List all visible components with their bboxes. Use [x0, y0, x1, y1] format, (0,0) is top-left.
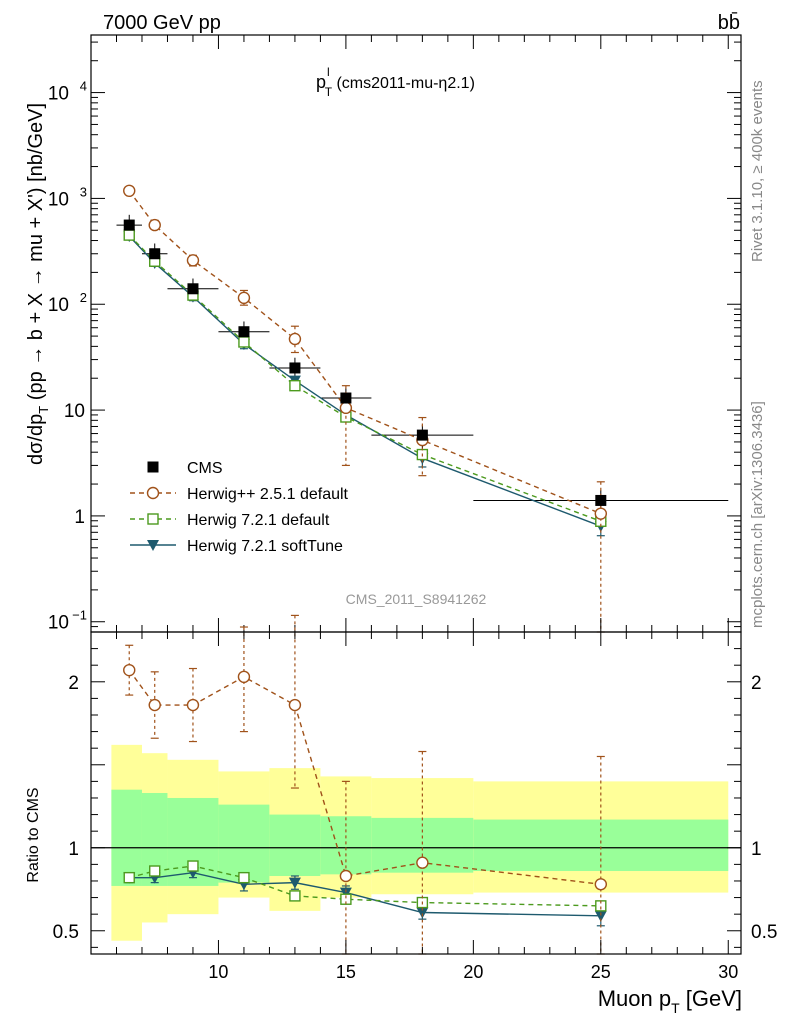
ratio-point-herwig-2-5-1-default-5: [339, 869, 353, 883]
title-sup: l: [327, 65, 330, 79]
ratio-panel: 10 15 20 25 30 0.5 0.5 1 1 2 2: [53, 614, 777, 982]
ratio-point-herwig-7-2-1-default-3: [238, 871, 250, 884]
ratio-line-herwig-7-2-1-default: [129, 865, 601, 907]
main-point-herwig-2-5-1-default-2: [186, 254, 200, 267]
ytick-exp-5: 4: [80, 79, 87, 94]
main-point-herwig-7-2-1-default-0: [123, 229, 135, 241]
ratio-line-herwig-2-5-1-default: [128, 669, 601, 885]
legend-label-1: Herwig++ 2.5.1 default: [187, 486, 349, 503]
main-point-herwig-2-5-1-default-4: [288, 332, 302, 346]
legend-label-3: Herwig 7.2.1 softTune: [187, 538, 343, 555]
legend-marker-2: [147, 513, 159, 525]
cms-point-6: [416, 429, 428, 441]
ratio-frame: [90, 631, 742, 955]
rytick-label-l-2: 2: [68, 673, 79, 694]
xlabel-sub: T: [671, 1000, 680, 1016]
xlabel-unit: [GeV]: [680, 986, 742, 1011]
rytick-label-l-0.5: 0.5: [53, 922, 79, 943]
ratio-point-herwig-2-5-1-default-7: [594, 878, 608, 891]
ytick-exp-4: 3: [80, 184, 87, 199]
main-line-herwig-7-2-1-softtune: [128, 235, 602, 527]
rytick-label-r-2: 2: [751, 673, 762, 694]
ratio-point-herwig-7-2-1-softtune-5: [339, 887, 352, 899]
main-point-herwig-2-5-1-default-3: [237, 291, 251, 305]
legend-label-2: Herwig 7.2.1 default: [187, 512, 330, 529]
band-inner-0: [111, 789, 142, 886]
legend-marker-1: [146, 486, 160, 500]
svg-text:dσ/dpT (pp → b + X → mu + X'): dσ/dpT (pp → b + X → mu + X') [nb/GeV]: [25, 103, 51, 465]
main-title: pl T (cms2011-mu-η2.1): [316, 65, 475, 99]
cms-point-3: [238, 326, 250, 338]
title-rest: (cms2011-mu-η2.1): [332, 75, 475, 92]
ytick-label-2: 10: [64, 401, 85, 422]
band-inner-3: [218, 804, 270, 883]
ratio-line-herwig-7-2-1-softtune: [129, 871, 601, 917]
ytick-label-4: 10: [48, 189, 69, 210]
legend: CMS Herwig++ 2.5.1 default Herwig 7.2.1 de…: [130, 460, 349, 555]
ratio-point-herwig-2-5-1-default-0: [123, 663, 136, 677]
ratio-point-herwig-7-2-1-softtune-7: [594, 910, 607, 922]
cms-point-7: [595, 494, 607, 506]
ylabel-part-a: dσ/dp: [25, 414, 47, 465]
main-point-herwig-2-5-1-default-5: [339, 401, 353, 415]
xtick-label-20: 20: [463, 962, 483, 982]
cms-point-2: [187, 283, 199, 295]
main-line-herwig-2-5-1-default: [128, 190, 602, 515]
ytick-label-3: 10: [48, 295, 69, 316]
ratio-point-herwig-7-2-1-default-4: [289, 890, 301, 902]
title-main: p: [316, 72, 326, 92]
cms-point-0: [123, 219, 135, 231]
main-point-herwig-2-5-1-default-1: [148, 218, 161, 232]
ratio-point-herwig-2-5-1-default-3: [237, 670, 251, 684]
ytick-exp-0: −1: [72, 608, 87, 623]
band-inner-7: [473, 819, 729, 872]
energy-label: 7000 GeV pp: [103, 12, 221, 34]
ratio-ylabel: Ratio to CMS: [25, 787, 42, 882]
xtick-label-10: 10: [208, 962, 228, 982]
xtick-label-30: 30: [718, 962, 738, 982]
watermark: CMS_2011_S8941262: [346, 591, 487, 607]
main-point-herwig-2-5-1-default-7: [594, 507, 608, 520]
rytick-label-l-1: 1: [68, 839, 79, 860]
legend-marker-0: [147, 461, 159, 473]
ratio-point-herwig-2-5-1-default-4: [288, 698, 302, 712]
ytick-label-0: 10: [48, 613, 69, 634]
xlabel-main: Muon p: [598, 986, 671, 1011]
ratio-point-herwig-2-5-1-default-6: [416, 856, 429, 869]
main-point-herwig-7-2-1-default-4: [289, 379, 301, 392]
xtick-label-15: 15: [336, 962, 356, 982]
ratio-point-herwig-2-5-1-default-2: [186, 698, 200, 712]
main-point-herwig-7-2-1-default-3: [238, 336, 250, 348]
main-line-herwig-7-2-1-default: [128, 234, 602, 522]
main-ylabel: dσ/dpT (pp → b + X → mu + X') [nb/GeV]: [25, 103, 51, 465]
ratio-point-herwig-7-2-1-default-2: [187, 860, 199, 872]
xtick-label-25: 25: [591, 962, 611, 982]
ratio-point-herwig-7-2-1-default-0: [123, 871, 135, 884]
ylabel-part-sub: T: [36, 406, 51, 414]
cms-point-4: [289, 362, 301, 374]
cms-point-5: [340, 392, 352, 404]
ratio-point-herwig-7-2-1-default-1: [149, 865, 161, 877]
rytick-label-r-0.5: 0.5: [751, 922, 777, 943]
ratio-point-herwig-7-2-1-softtune-6: [416, 907, 429, 919]
side-label-top: Rivet 3.1.10, ≥ 400k events: [749, 80, 766, 262]
main-point-herwig-2-5-1-default-0: [123, 184, 136, 198]
legend-label-0: CMS: [187, 460, 223, 477]
ytick-label-1: 1: [74, 507, 85, 528]
title-sub: T: [325, 85, 333, 99]
ylabel-part-b: (pp → b + X → mu + X') [nb/GeV]: [25, 103, 47, 406]
ytick-label-5: 10: [48, 84, 69, 105]
legend-marker-3: [147, 540, 159, 551]
cms-point-1: [149, 248, 161, 260]
process-label: bb̄: [718, 11, 740, 34]
band-inner-4: [269, 814, 321, 876]
ratio-point-herwig-7-2-1-softtune-4: [288, 877, 301, 889]
ratio-point-herwig-2-5-1-default-1: [148, 698, 161, 712]
xlabel: Muon pT [GeV]: [598, 986, 742, 1016]
rytick-label-r-1: 1: [751, 839, 762, 860]
side-label-bottom: mcplots.cern.ch [arXiv:1306.3436]: [749, 401, 766, 628]
ytick-exp-3: 2: [80, 290, 87, 305]
